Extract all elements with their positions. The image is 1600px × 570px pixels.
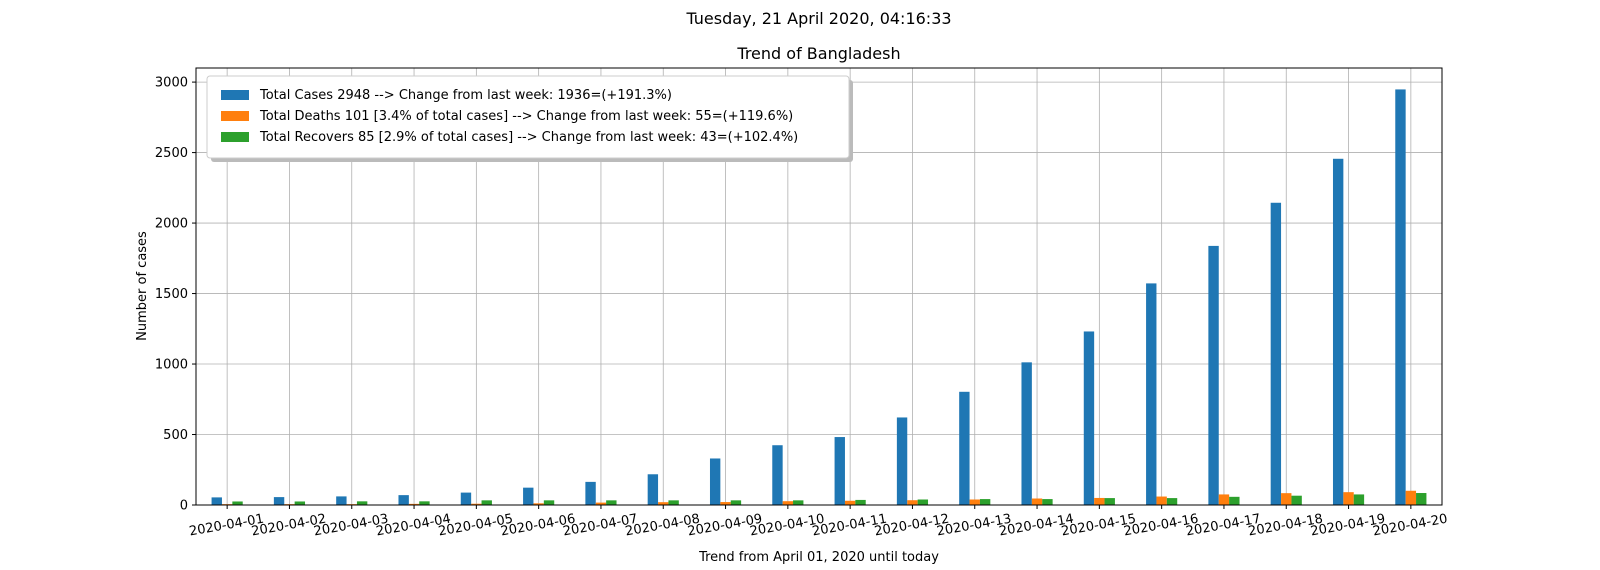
bar-series-3 xyxy=(1229,496,1240,505)
bar-series-1 xyxy=(1208,245,1219,505)
bars xyxy=(211,89,1427,506)
legend-label: Total Recovers 85 [2.9% of total cases] … xyxy=(259,130,798,145)
bar-series-2 xyxy=(1218,494,1230,505)
y-tick-label: 1000 xyxy=(155,358,188,373)
legend-label: Total Cases 2948 --> Change from last we… xyxy=(259,88,672,103)
bar-series-3 xyxy=(917,499,929,505)
bar-series-2 xyxy=(408,503,420,505)
bar-series-3 xyxy=(294,501,306,505)
bar-series-2 xyxy=(1343,492,1354,505)
suptitle: Tuesday, 21 April 2020, 04:16:33 xyxy=(685,9,951,28)
x-axis-label: Trend from April 01, 2020 until today xyxy=(698,550,939,565)
bar-series-2 xyxy=(844,500,856,505)
bar-series-3 xyxy=(606,500,617,505)
chart-title: Trend of Bangladesh xyxy=(736,44,900,63)
legend-label: Total Deaths 101 [3.4% of total cases] -… xyxy=(259,109,793,124)
plot-frame xyxy=(195,67,1443,506)
y-tick-label: 2000 xyxy=(155,217,188,232)
bar-series-1 xyxy=(273,497,285,505)
bar-series-2 xyxy=(1281,493,1292,505)
bar-series-2 xyxy=(782,501,794,505)
bar-series-1 xyxy=(1021,362,1032,505)
bar-series-3 xyxy=(481,500,492,505)
bar-series-2 xyxy=(907,500,918,505)
bar-series-2 xyxy=(595,502,607,505)
bar-series-3 xyxy=(1166,498,1178,505)
bar-series-3 xyxy=(730,500,742,505)
bar-series-2 xyxy=(1094,497,1105,505)
bar-series-3 xyxy=(1042,499,1053,505)
bar-series-2 xyxy=(1031,498,1043,505)
bar-series-1 xyxy=(772,445,783,505)
bar-series-1 xyxy=(1332,158,1344,506)
bar-series-2 xyxy=(1156,496,1167,505)
bar-series-1 xyxy=(523,487,534,505)
legend: Total Cases 2948 --> Change from last we… xyxy=(206,75,853,162)
bar-series-3 xyxy=(855,499,866,505)
legend-swatch xyxy=(221,132,249,142)
bar-series-2 xyxy=(1405,490,1417,505)
legend-box xyxy=(206,75,850,159)
bar-series-2 xyxy=(658,502,669,505)
legend-swatch xyxy=(221,90,249,100)
bar-series-3 xyxy=(668,500,679,505)
y-tick-label: 2500 xyxy=(155,146,188,161)
bar-series-3 xyxy=(1353,494,1365,505)
bar-series-3 xyxy=(793,500,804,505)
bar-series-1 xyxy=(1270,202,1282,505)
bar-series-1 xyxy=(211,497,222,505)
bar-series-1 xyxy=(1146,283,1157,505)
bar-series-1 xyxy=(647,474,659,505)
bar-series-1 xyxy=(1083,331,1095,505)
bar-series-1 xyxy=(896,417,908,505)
bar-series-1 xyxy=(1395,89,1406,505)
bar-series-3 xyxy=(979,499,991,505)
y-tick-label: 1500 xyxy=(155,287,188,302)
y-ticks: 0 500 1000 1500 2000 2500 3000 xyxy=(155,76,196,514)
bar-series-1 xyxy=(585,481,596,505)
bar-series-1 xyxy=(398,495,409,505)
bar-series-1 xyxy=(336,496,347,505)
y-tick-label: 500 xyxy=(163,428,188,443)
y-axis-label: Number of cases xyxy=(135,231,150,341)
bar-series-2 xyxy=(720,502,731,505)
bar-series-3 xyxy=(356,501,368,505)
bar-series-1 xyxy=(959,391,970,505)
y-tick-label: 0 xyxy=(180,499,188,514)
bar-series-2 xyxy=(969,499,980,505)
bar-series-1 xyxy=(709,458,721,505)
bar-series-3 xyxy=(543,500,555,505)
legend-swatch xyxy=(221,111,249,121)
bar-series-3 xyxy=(1104,498,1115,505)
bar-series-1 xyxy=(460,492,472,505)
bar-series-2 xyxy=(533,503,544,505)
bar-series-3 xyxy=(232,501,243,505)
bar-series-3 xyxy=(1291,495,1302,505)
y-tick-label: 3000 xyxy=(155,76,188,91)
bar-series-1 xyxy=(834,437,845,505)
x-ticks: 2020-04-012020-04-022020-04-032020-04-04… xyxy=(188,505,1449,539)
bar-series-3 xyxy=(419,501,430,505)
bar-series-3 xyxy=(1416,493,1427,505)
bar-series-2 xyxy=(471,503,482,505)
